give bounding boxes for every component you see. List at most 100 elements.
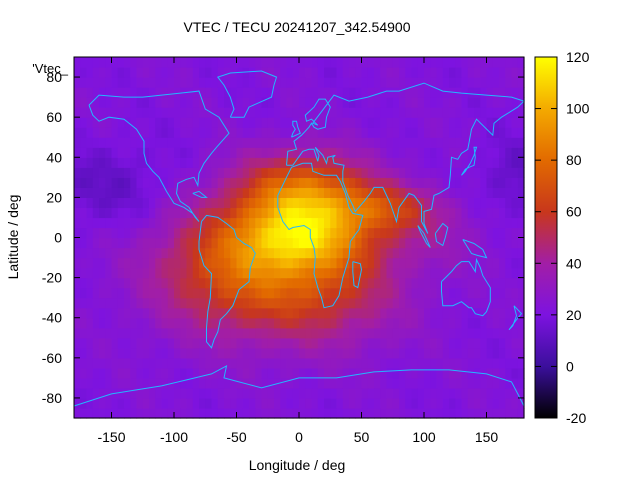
heatmap-cell [480, 147, 488, 158]
heatmap-cell [380, 377, 388, 389]
heatmap-cell [124, 347, 131, 359]
heatmap-cell [480, 127, 488, 138]
heatmap-cell [386, 257, 394, 269]
heatmap-cell [480, 177, 488, 188]
heatmap-cell [486, 117, 494, 128]
heatmap-cell [292, 227, 300, 239]
heatmap-cell [424, 157, 431, 168]
heatmap-cell [374, 57, 381, 68]
heatmap-cell [274, 237, 281, 249]
heatmap-cell [349, 287, 356, 299]
heatmap-cell [105, 407, 113, 419]
heatmap-cell [180, 207, 188, 219]
heatmap-cell [380, 277, 388, 289]
heatmap-cell [392, 287, 400, 299]
heatmap-cell [505, 57, 513, 68]
heatmap-cell [499, 77, 506, 88]
heatmap-cell [92, 137, 100, 148]
heatmap-cell [205, 247, 213, 259]
heatmap-cell [242, 347, 250, 359]
heatmap-cell [92, 97, 100, 108]
coastline [434, 222, 449, 247]
heatmap-cell [249, 87, 256, 98]
heatmap-cell [492, 247, 500, 259]
heatmap-cell [424, 277, 431, 289]
heatmap-cell [511, 347, 519, 359]
heatmap-cell [399, 177, 406, 188]
heatmap-cell [255, 87, 263, 98]
heatmap-cell [224, 277, 231, 289]
heatmap-cell [205, 197, 213, 209]
heatmap-cell [311, 277, 319, 289]
heatmap-cell [517, 327, 525, 339]
heatmap-cell [480, 377, 488, 389]
heatmap-cell [105, 67, 113, 78]
heatmap-cell [167, 177, 175, 188]
heatmap-cell [236, 117, 244, 128]
heatmap-cell [105, 137, 113, 148]
heatmap-cell [442, 237, 450, 249]
heatmap-cell [299, 367, 306, 379]
heatmap-cell [236, 277, 244, 289]
heatmap-cell [99, 177, 106, 188]
heatmap-cell [136, 347, 144, 359]
heatmap-cell [486, 257, 494, 269]
heatmap-cell [192, 167, 200, 178]
heatmap-cell [405, 357, 413, 369]
heatmap-cell [480, 157, 488, 168]
heatmap-cell [480, 307, 488, 319]
heatmap-cell [317, 287, 325, 299]
heatmap-cell [349, 347, 356, 359]
heatmap-cell [349, 197, 356, 209]
heatmap-cell [474, 87, 481, 98]
heatmap-cell [180, 367, 188, 379]
heatmap-cell [261, 167, 269, 178]
heatmap-cell [167, 307, 175, 319]
heatmap-cell [155, 317, 163, 329]
heatmap-cell [236, 377, 244, 389]
heatmap-cell [299, 97, 306, 108]
heatmap-cell [192, 267, 200, 279]
coastline [291, 120, 301, 138]
heatmap-cell [449, 307, 456, 319]
heatmap-cell [242, 387, 250, 399]
heatmap-cell [449, 257, 456, 269]
heatmap-cell [405, 177, 413, 188]
heatmap-cell [80, 147, 88, 158]
heatmap-cell [511, 387, 519, 399]
heatmap-cell [192, 157, 200, 168]
heatmap-cell [267, 157, 275, 168]
heatmap-cell [117, 167, 125, 178]
heatmap-cell [442, 257, 450, 269]
heatmap-cell [474, 277, 481, 289]
heatmap-cell [155, 227, 163, 239]
heatmap-cell [274, 277, 281, 289]
heatmap-cell [199, 167, 206, 178]
heatmap-cell [399, 187, 406, 198]
heatmap-cell [224, 247, 231, 259]
heatmap-cell [167, 147, 175, 158]
heatmap-cell [486, 217, 494, 229]
heatmap-cell [317, 337, 325, 349]
heatmap-cell [430, 287, 438, 299]
heatmap-cell [274, 57, 281, 68]
heatmap-cell [330, 167, 338, 178]
heatmap-cell [442, 377, 450, 389]
heatmap-cell [386, 387, 394, 399]
heatmap-cell [161, 257, 169, 269]
heatmap-cell [317, 387, 325, 399]
heatmap-cell [324, 187, 331, 198]
heatmap-cell [236, 337, 244, 349]
heatmap-cell [405, 387, 413, 399]
heatmap-cell [361, 207, 369, 219]
y-axis-label: Latitude / deg [5, 195, 21, 280]
heatmap-cell [449, 177, 456, 188]
heatmap-cell [242, 377, 250, 389]
y-tick-label: -40 [42, 310, 62, 326]
heatmap-cell [505, 127, 513, 138]
heatmap-cell [492, 347, 500, 359]
heatmap-cell [336, 77, 344, 88]
heatmap-cell [480, 217, 488, 229]
heatmap-cell [292, 407, 300, 419]
